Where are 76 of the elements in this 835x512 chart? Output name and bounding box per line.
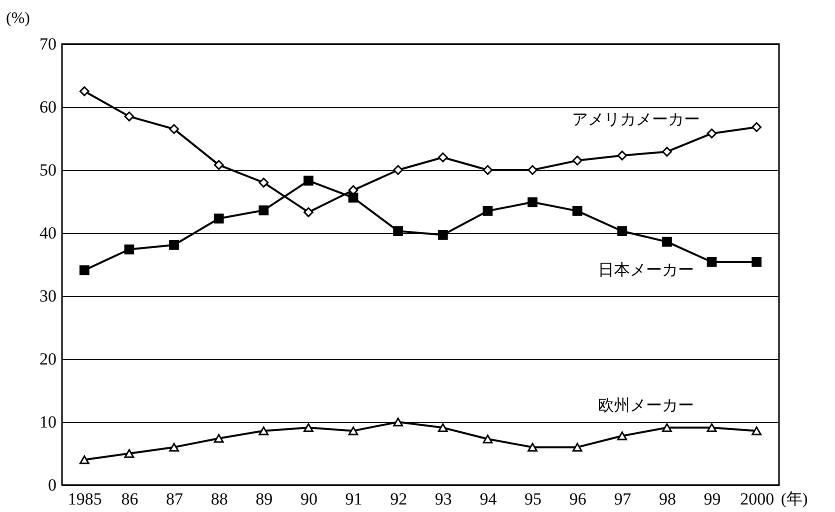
point [528,442,538,452]
x-tick-label: 90 [300,490,318,508]
point [662,236,672,247]
point [706,128,717,138]
point [528,165,538,175]
x-tick-label: 86 [121,490,138,508]
point [79,455,90,464]
series-label: 欧州メーカー [598,396,694,415]
point [393,165,404,175]
point [528,197,538,208]
y-tick-label: 60 [40,98,56,116]
point [662,146,672,157]
x-tick-label: 93 [434,490,452,508]
point [258,205,269,216]
point [438,423,448,432]
point [393,226,404,236]
point [617,431,628,440]
point [706,257,717,267]
point [438,152,448,162]
y-tick-label: 30 [40,286,56,306]
point [124,449,134,458]
point [258,426,269,436]
point [438,230,448,240]
point [124,244,134,254]
point [214,214,224,224]
point [304,176,314,186]
x-tick-label: 98 [658,490,676,508]
point [304,207,314,218]
point [304,423,314,432]
x-tick-label: 88 [210,490,228,508]
y-tick-label: 0 [48,476,56,494]
x-tick-label: 91 [345,490,362,508]
x-axis-title: (年) [781,491,808,508]
point [572,442,582,452]
series-label: 日本メーカー [598,260,694,279]
x-tick-label: 97 [614,490,632,508]
point [169,124,179,134]
series-label: アメリカメーカー [572,109,700,128]
point [617,150,628,160]
point [169,240,179,250]
point [79,265,90,276]
point [214,160,224,170]
x-tick-label: 92 [390,490,408,508]
point [662,423,672,432]
point [482,165,493,175]
point [169,442,179,452]
x-tick-label: 96 [569,490,586,508]
x-tick-label: 87 [166,490,184,508]
point [706,423,717,432]
point [393,418,404,426]
point [572,206,582,216]
point [572,156,582,166]
x-tick-label: 2000 [740,490,774,508]
point [752,426,762,436]
point [482,206,493,216]
point [348,426,358,436]
point [214,434,224,443]
x-tick-label: 89 [256,490,273,508]
point [482,434,493,444]
y-tick-label: 70 [40,34,56,54]
y-tick-label: 10 [40,412,56,432]
point [752,257,762,267]
x-tick-label: 1985 [68,490,102,508]
point [258,178,269,188]
point [124,112,134,122]
y-tick-label: 40 [40,224,56,242]
y-tick-label: 20 [40,350,56,368]
point [348,192,358,203]
x-tick-label: 99 [704,490,721,508]
point [79,86,90,96]
y-tick-label: 50 [40,160,56,180]
point [617,226,628,236]
y-axis-title: (%) [6,10,30,27]
point [752,122,762,132]
x-tick-label: 95 [524,490,542,508]
x-tick-label: 94 [480,490,498,508]
